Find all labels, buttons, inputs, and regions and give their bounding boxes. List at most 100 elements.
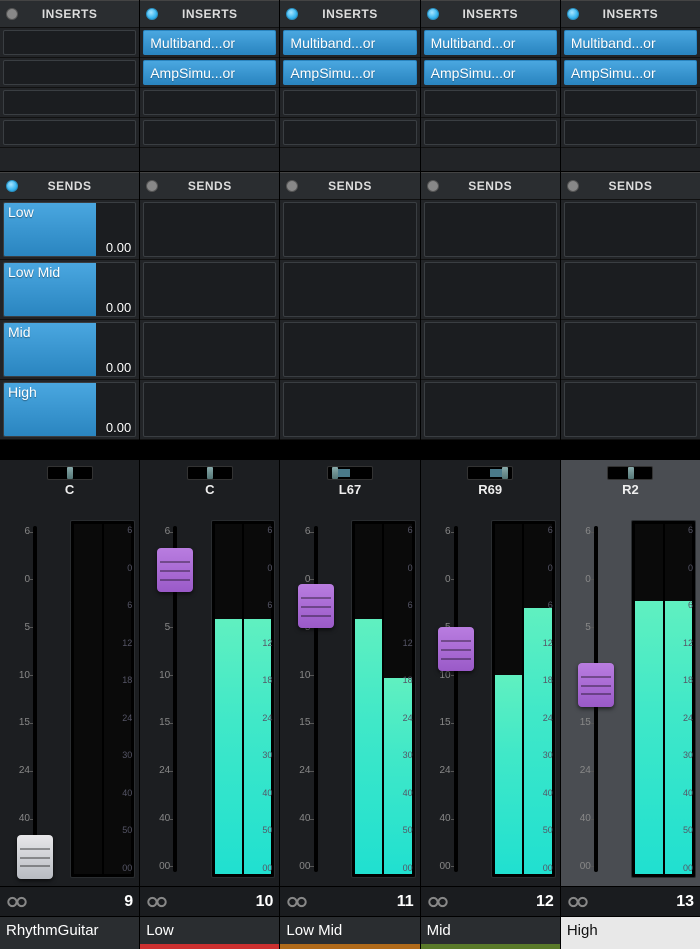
fader-cap[interactable] <box>298 584 334 628</box>
insert-row: AmpSimu...or <box>421 58 560 88</box>
sends-bypass-dot[interactable] <box>567 180 579 192</box>
sends-bypass-dot[interactable] <box>427 180 439 192</box>
channel-color-bar <box>421 944 560 949</box>
channel-name[interactable]: High <box>561 916 700 944</box>
send-slot[interactable] <box>564 382 697 437</box>
channel-name[interactable]: RhythmGuitar <box>0 916 139 944</box>
inserts-bypass-dot[interactable] <box>286 8 298 20</box>
insert-slot[interactable] <box>143 90 276 115</box>
fader-cap[interactable] <box>17 835 53 879</box>
send-slot[interactable] <box>283 262 416 317</box>
sends-header[interactable]: SENDS <box>280 172 419 200</box>
send-slot[interactable] <box>143 382 276 437</box>
fader-scale: 6051015244000 <box>425 526 453 872</box>
inserts-bypass-dot[interactable] <box>6 8 18 20</box>
insert-slot[interactable] <box>283 90 416 115</box>
insert-slot[interactable] <box>283 120 416 145</box>
fader-track[interactable]: 6051015244000 <box>425 520 487 878</box>
insert-slot[interactable] <box>564 120 697 145</box>
fader-cap[interactable] <box>578 663 614 707</box>
send-slot[interactable] <box>424 382 557 437</box>
send-slot[interactable] <box>143 202 276 257</box>
pan-slider[interactable] <box>187 466 233 480</box>
fader-section: R69 6051015244000 60612182430405000 <box>421 460 560 886</box>
insert-slot[interactable]: AmpSimu...or <box>564 60 697 85</box>
insert-slot[interactable]: AmpSimu...or <box>283 60 416 85</box>
pan-slider[interactable] <box>467 466 513 480</box>
send-slot[interactable] <box>424 322 557 377</box>
send-slot[interactable] <box>283 382 416 437</box>
fader-track[interactable]: 6051015244000 <box>144 520 206 878</box>
send-row <box>561 260 700 320</box>
link-icon[interactable] <box>6 895 26 909</box>
pan-slider[interactable] <box>607 466 653 480</box>
inserts-bypass-dot[interactable] <box>427 8 439 20</box>
insert-row <box>280 118 419 148</box>
send-slot[interactable] <box>283 322 416 377</box>
insert-slot[interactable] <box>424 90 557 115</box>
channel-name[interactable]: Low <box>140 916 279 944</box>
link-icon[interactable] <box>146 895 166 909</box>
insert-slot[interactable] <box>3 60 136 85</box>
link-icon[interactable] <box>567 895 587 909</box>
send-slot[interactable] <box>283 202 416 257</box>
inserts-header[interactable]: INSERTS <box>0 0 139 28</box>
channel-name[interactable]: Low Mid <box>280 916 419 944</box>
sends-bypass-dot[interactable] <box>6 180 18 192</box>
send-slot[interactable] <box>564 202 697 257</box>
sends-header[interactable]: SENDS <box>421 172 560 200</box>
fader-cap[interactable] <box>438 627 474 671</box>
inserts-header[interactable]: INSERTS <box>140 0 279 28</box>
inserts-bypass-dot[interactable] <box>146 8 158 20</box>
send-slot[interactable]: Mid0.00 <box>3 322 136 377</box>
send-slot[interactable] <box>424 202 557 257</box>
level-meter: 60612182430405000 <box>491 520 556 878</box>
link-icon[interactable] <box>286 895 306 909</box>
send-row <box>140 260 279 320</box>
sends-bypass-dot[interactable] <box>146 180 158 192</box>
send-row: Low Mid0.00 <box>0 260 139 320</box>
insert-slot[interactable] <box>3 30 136 55</box>
inserts-header-label: INSERTS <box>322 7 378 21</box>
sends-header[interactable]: SENDS <box>140 172 279 200</box>
send-slot[interactable] <box>143 262 276 317</box>
send-slot[interactable]: Low0.00 <box>3 202 136 257</box>
insert-slot[interactable]: Multiband...or <box>424 30 557 55</box>
inserts-header[interactable]: INSERTS <box>280 0 419 28</box>
channel-name[interactable]: Mid <box>421 916 560 944</box>
insert-slot[interactable]: AmpSimu...or <box>424 60 557 85</box>
sends-bypass-dot[interactable] <box>286 180 298 192</box>
send-slot[interactable] <box>143 322 276 377</box>
pan-label: R69 <box>478 482 502 497</box>
insert-slot[interactable] <box>3 120 136 145</box>
insert-slot[interactable]: Multiband...or <box>283 30 416 55</box>
send-slot[interactable] <box>424 262 557 317</box>
send-slot[interactable]: High0.00 <box>3 382 136 437</box>
send-slot[interactable] <box>564 322 697 377</box>
send-slot[interactable] <box>564 262 697 317</box>
pan-slider[interactable] <box>47 466 93 480</box>
link-icon[interactable] <box>427 895 447 909</box>
fader-track[interactable]: 6051015244000 <box>565 520 627 878</box>
insert-slot[interactable] <box>564 90 697 115</box>
insert-slot[interactable] <box>424 120 557 145</box>
level-meter: 60612182430405000 <box>211 520 276 878</box>
pan-label: C <box>65 482 74 497</box>
inserts-header[interactable]: INSERTS <box>421 0 560 28</box>
insert-slot[interactable] <box>3 90 136 115</box>
inserts-header[interactable]: INSERTS <box>561 0 700 28</box>
insert-slot[interactable]: Multiband...or <box>564 30 697 55</box>
fader-track[interactable]: 6051015244000 <box>284 520 346 878</box>
pan-slider[interactable] <box>327 466 373 480</box>
inserts-bypass-dot[interactable] <box>567 8 579 20</box>
fader-track[interactable]: 6051015244000 <box>4 520 66 878</box>
sends-header[interactable]: SENDS <box>561 172 700 200</box>
insert-slot[interactable] <box>143 120 276 145</box>
sends-header[interactable]: SENDS <box>0 172 139 200</box>
fader-section: R2605101524400060612182430405000 <box>561 460 700 886</box>
insert-slot[interactable]: AmpSimu...or <box>143 60 276 85</box>
fader-cap[interactable] <box>157 548 193 592</box>
send-slot[interactable]: Low Mid0.00 <box>3 262 136 317</box>
insert-slot[interactable]: Multiband...or <box>143 30 276 55</box>
sends-header-label: SENDS <box>328 179 372 193</box>
